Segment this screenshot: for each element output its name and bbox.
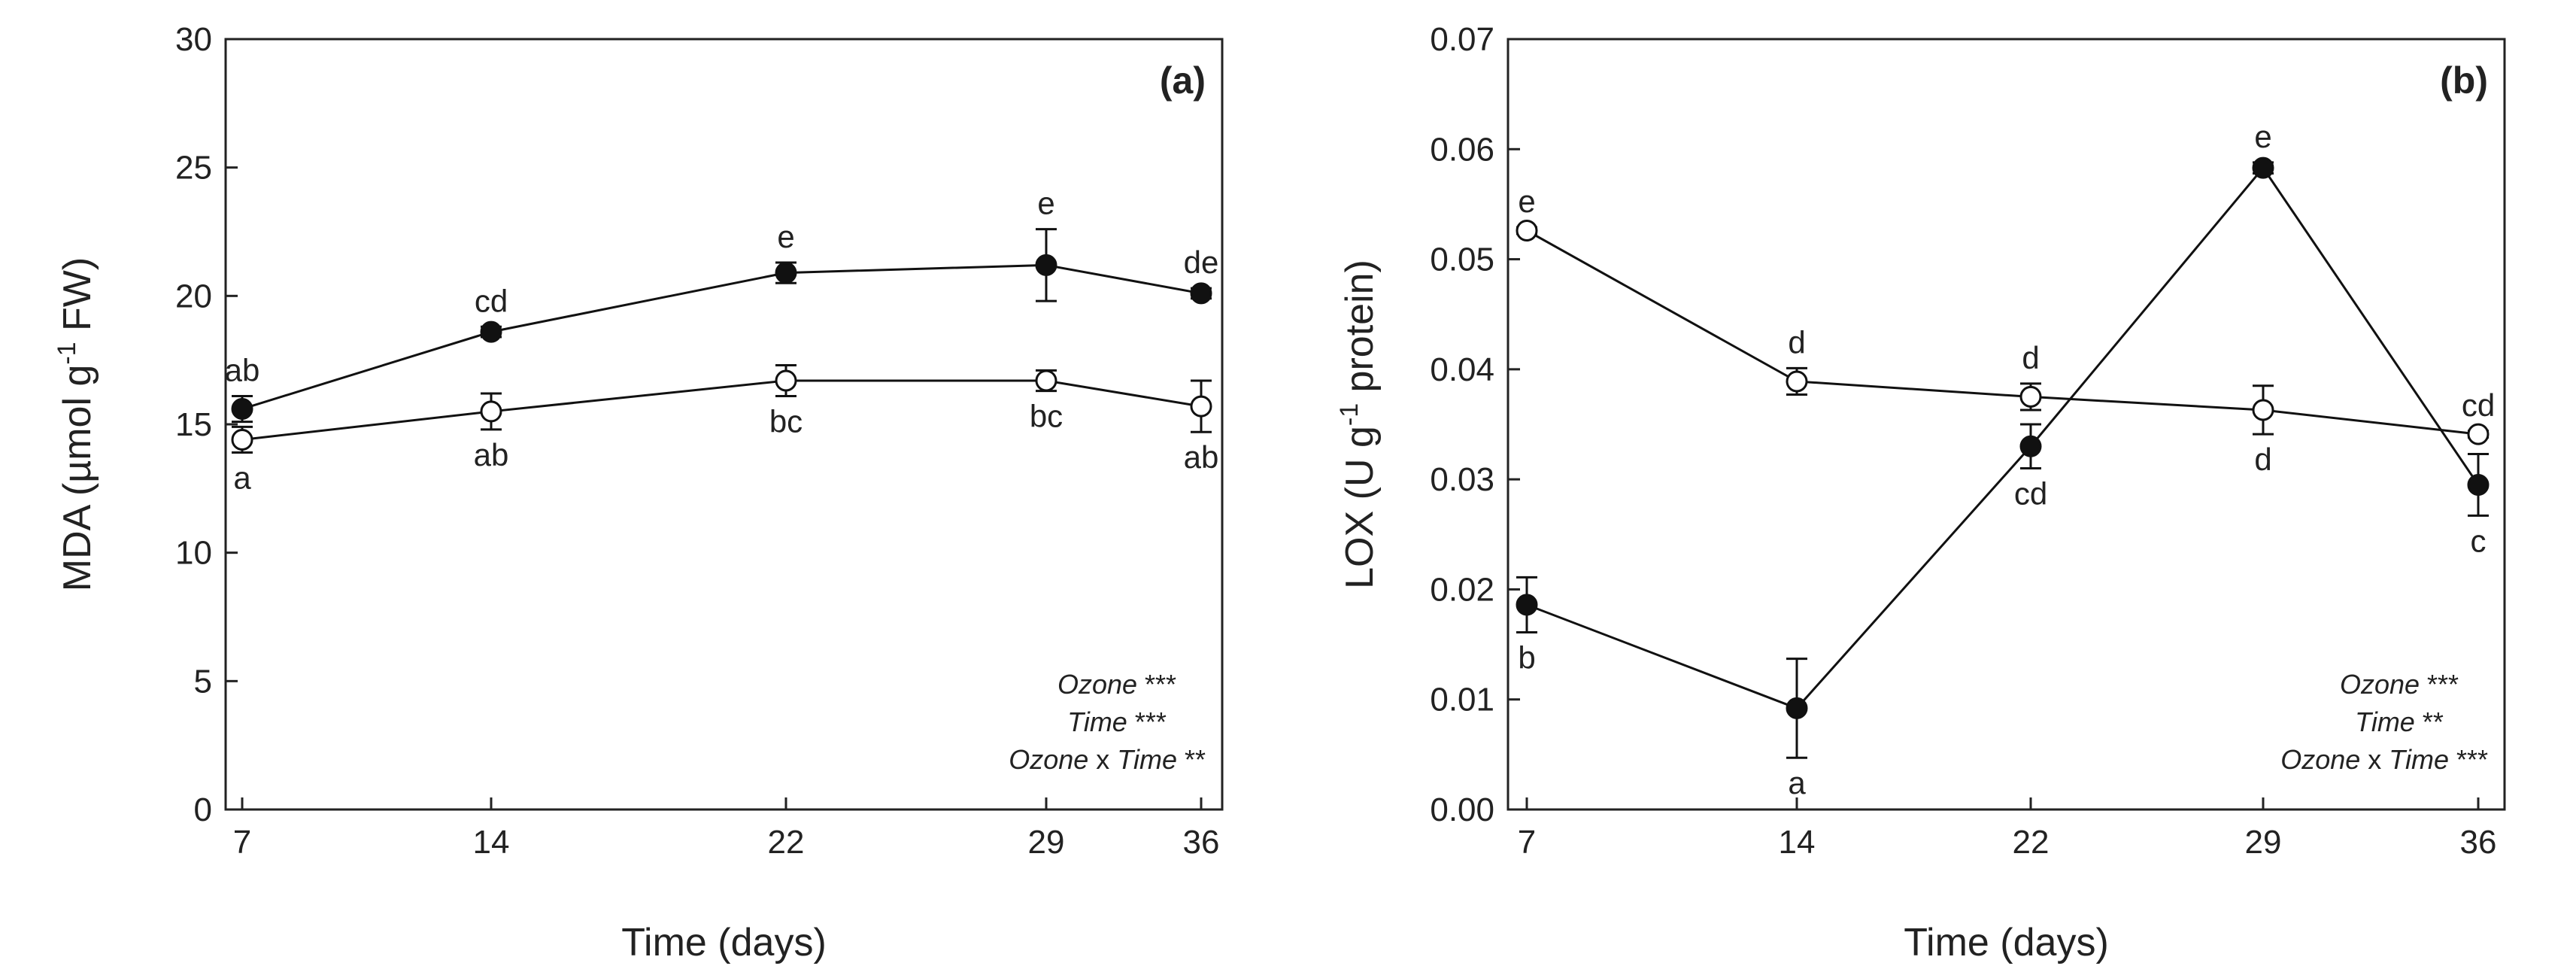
x-tick-label: 14: [473, 824, 510, 861]
stats-line: Ozone x Time ***: [2280, 744, 2488, 775]
significance-letter: cd: [2014, 476, 2047, 512]
data-point-ozone-treated: [775, 262, 797, 284]
significance-letter: cd: [475, 283, 508, 318]
data-point-control: [1035, 369, 1057, 392]
x-tick-label: 29: [1028, 824, 1065, 861]
x-tick-label: 22: [2013, 824, 2050, 861]
significance-letter: bc: [1030, 399, 1063, 434]
data-point-control: [1190, 395, 1212, 418]
y-tick-label: 30: [175, 21, 212, 58]
x-axis-title: Time (days): [1904, 921, 2109, 964]
significance-letter: a: [233, 460, 251, 496]
y-axis-title: MDA (µmol g-1 FW): [53, 257, 99, 591]
data-point-ozone-treated: [1786, 697, 1808, 719]
significance-letter: e: [777, 219, 794, 254]
data-point-ozone-treated: [2019, 435, 2042, 457]
panel-label: (a): [1160, 59, 1206, 102]
data-point-ozone-treated: [1516, 594, 1538, 616]
y-tick-label: 5: [194, 663, 212, 700]
significance-letter: cd: [2462, 387, 2495, 423]
x-axis-title: Time (days): [621, 921, 827, 964]
data-point-ozone-treated: [480, 320, 502, 343]
x-tick-label: 29: [2245, 824, 2282, 861]
significance-letter: d: [1788, 324, 1805, 360]
stats-line: Ozone ***: [2340, 669, 2459, 700]
significance-letter: e: [1518, 184, 1535, 219]
significance-letter: e: [2254, 119, 2271, 154]
significance-letter: b: [1518, 639, 1535, 675]
panel-a: 0 5 10 15 20 25 30 7 14 22 29 36 Time (days) MDA (µmo…: [53, 21, 1224, 964]
y-tick-label: 0.06: [1430, 131, 1494, 168]
significance-letter: ab: [474, 437, 509, 472]
data-point-ozone-treated: [1190, 282, 1212, 305]
y-tick-label: 25: [175, 150, 212, 187]
data-point-control: [231, 428, 253, 451]
significance-letter: c: [2471, 523, 2486, 558]
data-point-control: [1516, 220, 1538, 242]
data-point-control: [1786, 370, 1808, 393]
panel-label: (b): [2440, 59, 2488, 102]
data-point-ozone-treated: [2252, 156, 2274, 179]
data-point-control: [480, 400, 502, 423]
data-point-control: [2252, 399, 2274, 421]
significance-letter: de: [1184, 245, 1219, 280]
data-point-ozone-treated: [2467, 473, 2490, 496]
plot-frame: [1506, 38, 2506, 811]
y-tick-label: 20: [175, 278, 212, 314]
data-point-ozone-treated: [231, 398, 253, 421]
x-tick-label: 7: [1518, 824, 1536, 861]
y-tick-label: 10: [175, 535, 212, 572]
y-tick-label: 0.01: [1430, 682, 1494, 718]
significance-letter: a: [1788, 765, 1806, 800]
y-tick-label: 0.03: [1430, 461, 1494, 498]
y-tick-label: 15: [175, 406, 212, 443]
series-line-control: [1526, 229, 2479, 436]
x-tick-label: 36: [2460, 824, 2497, 861]
y-tick-label: 0.05: [1430, 241, 1494, 278]
stats-line: Ozone ***: [1057, 669, 1176, 700]
data-point-ozone-treated: [1035, 254, 1057, 276]
stats-line: Ozone x Time **: [1009, 744, 1206, 775]
y-tick-label: 0: [194, 791, 212, 828]
significance-letter: e: [1037, 186, 1054, 221]
y-tick-label: 0.02: [1430, 571, 1494, 608]
data-point-control: [2019, 385, 2042, 408]
significance-letter: d: [2022, 340, 2039, 375]
x-tick-label: 14: [1779, 824, 1816, 861]
x-tick-label: 36: [1183, 824, 1220, 861]
x-tick-label: 7: [233, 824, 251, 861]
significance-letter: bc: [769, 403, 803, 439]
data-point-control: [2467, 423, 2490, 445]
x-tick-label: 22: [768, 824, 805, 861]
significance-letter: d: [2254, 442, 2271, 477]
stats-line: Time ***: [1067, 706, 1167, 737]
data-point-control: [775, 369, 797, 392]
y-tick-label: 0.04: [1430, 351, 1494, 388]
stats-line: Time **: [2355, 706, 2444, 737]
y-axis-title: LOX (U g-1 protein): [1335, 260, 1382, 589]
significance-letter: ab: [225, 352, 260, 387]
y-tick-label: 0.00: [1430, 791, 1494, 828]
y-tick-label: 0.07: [1430, 21, 1494, 58]
panel-b: 0.00 0.01 0.02 0.03 0.04 0.05 0.06 0.07 7 14 22 29 3…: [1335, 21, 2506, 964]
series-line-ozone-treated: [1526, 166, 2480, 710]
significance-letter: ab: [1184, 439, 1219, 475]
